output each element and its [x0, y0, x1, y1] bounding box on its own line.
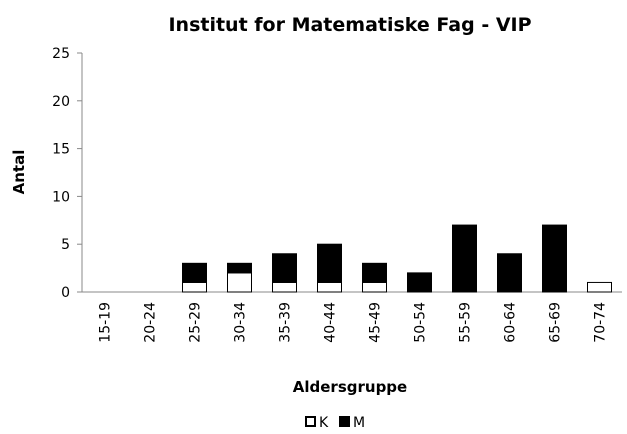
- bar-segment: [407, 272, 432, 293]
- bar-segment: [272, 281, 297, 293]
- x-tick-label: 65-69: [548, 302, 564, 343]
- legend-swatch: [305, 416, 316, 427]
- bar-segment: [182, 262, 207, 283]
- bar-segment: [542, 224, 567, 293]
- x-tick-label: 70-74: [593, 302, 609, 343]
- y-tick-label: 10: [52, 189, 70, 205]
- bar-segment: [317, 281, 342, 293]
- x-tick-label: 60-64: [503, 302, 519, 343]
- x-tick-label: 55-59: [458, 302, 474, 343]
- legend-swatch: [339, 416, 350, 427]
- y-tick-label: 15: [52, 142, 70, 158]
- y-tick-label: 20: [52, 94, 70, 110]
- x-tick-label: 40-44: [323, 302, 339, 343]
- x-tick-label: 30-34: [233, 302, 249, 343]
- bar-segment: [452, 224, 477, 293]
- bar-segment: [362, 281, 387, 293]
- x-tick-label: 20-24: [143, 302, 159, 343]
- legend-label: M: [353, 415, 365, 430]
- bar-segment: [182, 281, 207, 293]
- y-axis-title: Antal: [10, 150, 28, 195]
- x-tick-label: 25-29: [188, 302, 204, 343]
- x-tick-label: 35-39: [278, 302, 294, 343]
- y-tick-label: 5: [61, 237, 70, 253]
- bar-segment: [272, 253, 297, 283]
- bar-segment: [362, 262, 387, 283]
- x-tick-label: 15-19: [98, 302, 114, 343]
- bar-segment: [317, 243, 342, 283]
- bar-segment: [227, 272, 252, 293]
- x-axis-title: Aldersgruppe: [293, 378, 407, 396]
- x-tick-label: 50-54: [413, 302, 429, 343]
- x-tick-label: 45-49: [368, 302, 384, 343]
- chart-title: Institut for Matematiske Fag - VIP: [168, 14, 531, 36]
- bar-segment: [587, 281, 612, 293]
- bar-segment: [227, 262, 252, 274]
- legend-label: K: [319, 415, 329, 430]
- bar-segment: [497, 253, 522, 293]
- y-tick-label: 0: [61, 285, 70, 301]
- y-tick-label: 25: [52, 46, 70, 62]
